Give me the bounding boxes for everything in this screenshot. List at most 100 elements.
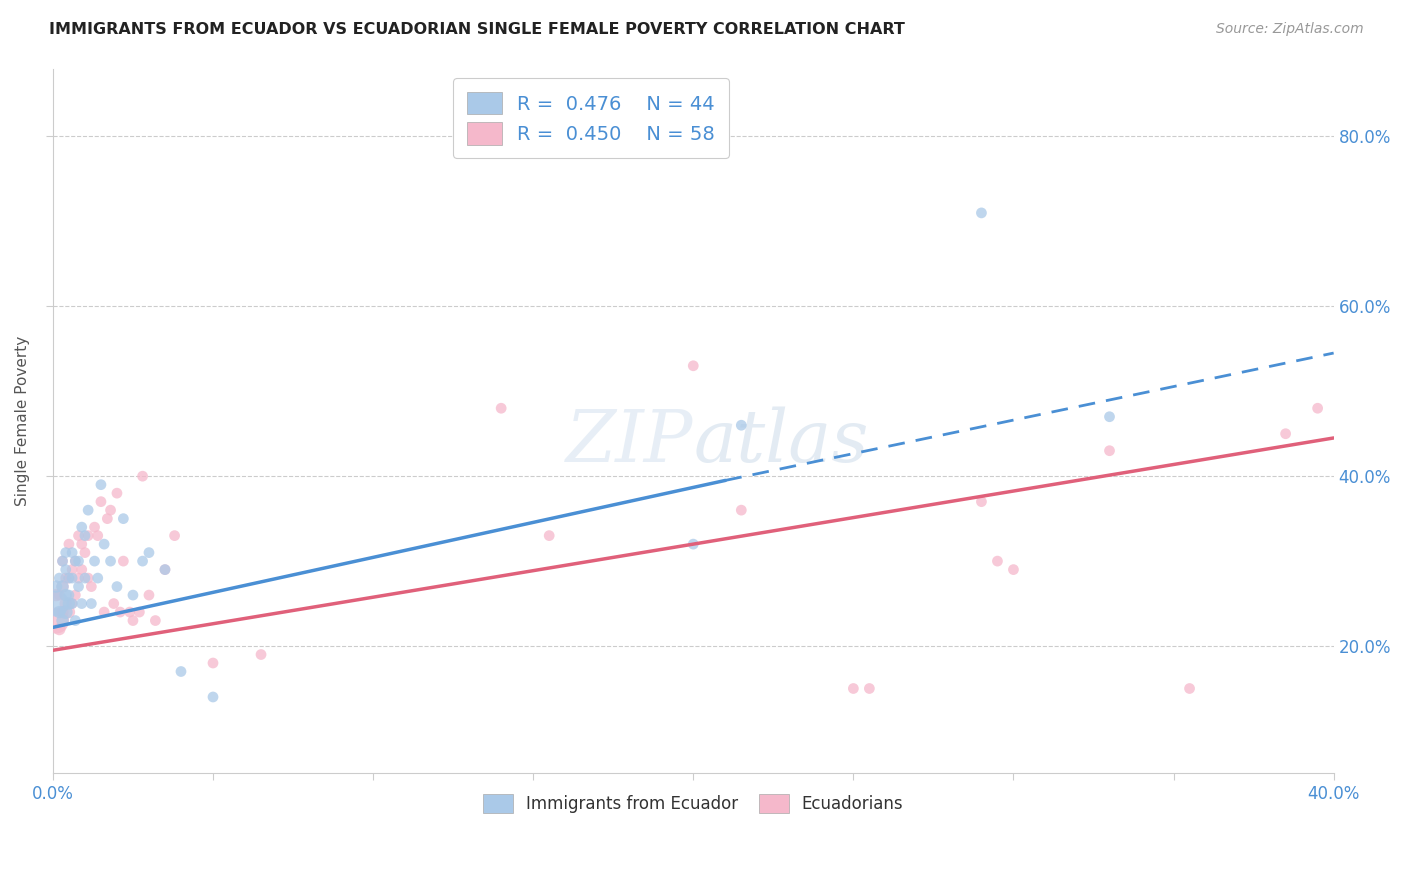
Point [986, 554, 1008, 568]
Point [80, 597, 103, 611]
Point [60, 571, 83, 585]
Point [201, 656, 224, 670]
Point [51, 554, 73, 568]
Point [70, 563, 93, 577]
Point [60, 546, 83, 560]
Point [163, 528, 186, 542]
Point [105, 486, 128, 500]
Point [58, 605, 80, 619]
Point [65, 614, 87, 628]
Point [51, 614, 73, 628]
Point [48, 605, 70, 619]
Point [58, 537, 80, 551]
Text: Source: ZipAtlas.com: Source: ZipAtlas.com [1216, 22, 1364, 37]
Point [55, 605, 77, 619]
Point [93, 605, 115, 619]
Point [77, 571, 100, 585]
Point [87, 528, 110, 542]
Point [131, 469, 153, 483]
Point [45, 614, 67, 628]
Point [51, 554, 73, 568]
Point [842, 681, 865, 696]
Point [100, 554, 122, 568]
Point [51, 605, 73, 619]
Point [112, 511, 135, 525]
Point [60, 597, 83, 611]
Point [970, 206, 993, 220]
Point [83, 554, 105, 568]
Point [58, 588, 80, 602]
Point [730, 418, 752, 433]
Point [201, 690, 224, 704]
Point [55, 597, 77, 611]
Point [682, 537, 704, 551]
Point [970, 494, 993, 508]
Point [170, 665, 193, 679]
Point [48, 571, 70, 585]
Point [65, 588, 87, 602]
Point [73, 528, 96, 542]
Point [489, 401, 512, 416]
Text: IMMIGRANTS FROM ECUADOR VS ECUADORIAN SINGLE FEMALE POVERTY CORRELATION CHART: IMMIGRANTS FROM ECUADOR VS ECUADORIAN SI… [49, 22, 905, 37]
Point [682, 359, 704, 373]
Point [138, 546, 160, 560]
Point [1354, 435, 1376, 450]
Text: ZIP: ZIP [565, 407, 693, 477]
Point [90, 494, 112, 508]
Point [96, 511, 118, 525]
Point [538, 528, 561, 542]
Point [67, 554, 90, 568]
Point [93, 537, 115, 551]
Point [58, 571, 80, 585]
Point [55, 563, 77, 577]
Point [77, 503, 100, 517]
Point [858, 681, 880, 696]
Point [70, 537, 93, 551]
Point [83, 520, 105, 534]
Point [67, 528, 90, 542]
Point [1098, 443, 1121, 458]
Point [58, 571, 80, 585]
Point [45, 580, 67, 594]
Point [131, 554, 153, 568]
Point [51, 580, 73, 594]
Point [45, 588, 67, 602]
Point [1098, 409, 1121, 424]
Y-axis label: Single Female Poverty: Single Female Poverty [15, 336, 30, 506]
Point [51, 580, 73, 594]
Point [55, 588, 77, 602]
Point [73, 571, 96, 585]
Point [1274, 426, 1296, 441]
Point [80, 580, 103, 594]
Point [60, 597, 83, 611]
Point [122, 588, 145, 602]
Point [87, 571, 110, 585]
Point [108, 605, 131, 619]
Point [122, 614, 145, 628]
Point [55, 571, 77, 585]
Point [65, 554, 87, 568]
Point [73, 546, 96, 560]
Point [145, 614, 167, 628]
Point [153, 563, 176, 577]
Point [1002, 563, 1025, 577]
Point [118, 605, 141, 619]
Point [65, 554, 87, 568]
Point [1306, 401, 1329, 416]
Point [45, 597, 67, 611]
Point [250, 648, 273, 662]
Point [1178, 681, 1201, 696]
Point [112, 554, 135, 568]
Point [100, 503, 122, 517]
Point [58, 597, 80, 611]
Point [153, 563, 176, 577]
Point [730, 503, 752, 517]
Point [67, 571, 90, 585]
Text: atlas: atlas [693, 407, 869, 477]
Point [128, 605, 150, 619]
Point [105, 580, 128, 594]
Point [48, 588, 70, 602]
Point [67, 580, 90, 594]
Point [70, 597, 93, 611]
Point [103, 597, 125, 611]
